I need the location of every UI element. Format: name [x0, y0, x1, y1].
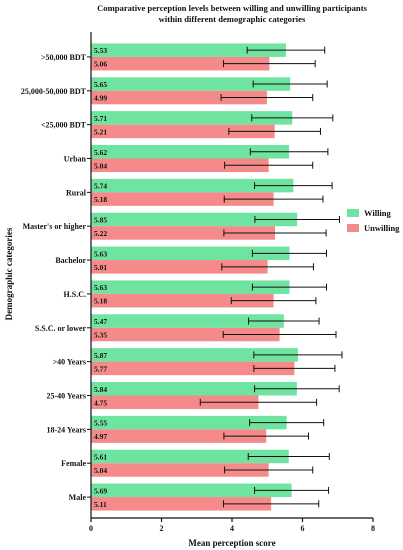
- category-label-urban: Urban: [64, 155, 87, 164]
- category-label-h-s-c: H.S.C.: [64, 290, 86, 299]
- value-label-willing-25-000-bdt: 5.71: [94, 114, 107, 123]
- category-label-40-years: >40 Years: [53, 358, 86, 367]
- bar-willing-male: [91, 483, 292, 498]
- value-label-unwilling-female: 5.04: [94, 466, 107, 475]
- value-label-willing-female: 5.61: [94, 452, 107, 461]
- category-label-25-000-50-000-bdt: 25,000-50,000 BDT: [21, 87, 87, 96]
- category-label-25-40-years: 25-40 Years: [47, 392, 86, 401]
- bar-unwilling-rural: [91, 192, 274, 206]
- bar-willing-female: [91, 449, 289, 464]
- value-label-willing-bachelor: 5.63: [94, 249, 107, 258]
- bar-unwilling-male: [91, 497, 272, 511]
- bar-unwilling-50-000-bdt: [91, 56, 270, 71]
- bar-willing-40-years: [91, 348, 298, 362]
- legend: Willing Unwilling: [347, 208, 400, 233]
- x-ticks: 0 2 4 6 8: [89, 518, 375, 533]
- legend-swatch-willing: [347, 209, 359, 217]
- value-label-unwilling-h-s-c: 5.18: [94, 297, 107, 306]
- value-label-unwilling-s-s-c-or-lower: 5.35: [94, 331, 107, 340]
- legend-label-unwilling: Unwilling: [364, 223, 400, 233]
- x-tick-label-2: 2: [160, 524, 164, 533]
- bar-willing-h-s-c: [91, 280, 290, 294]
- bar-willing-bachelor: [91, 246, 290, 261]
- category-label-master-s-or-higher: Master's or higher: [23, 222, 87, 231]
- category-label-rural: Rural: [66, 188, 87, 197]
- bar-willing-s-s-c-or-lower: [91, 314, 284, 328]
- x-tick-label-8: 8: [371, 524, 375, 533]
- bar-unwilling-master-s-or-higher: [91, 226, 276, 240]
- value-label-unwilling-bachelor: 5.01: [94, 263, 107, 272]
- category-label-male: Male: [69, 493, 87, 502]
- value-label-unwilling-rural: 5.18: [94, 195, 107, 204]
- bar-willing-18-24-years: [91, 415, 287, 430]
- value-label-willing-40-years: 5.87: [94, 351, 107, 360]
- bar-unwilling-bachelor: [91, 260, 268, 274]
- x-axis-label: Mean perception score: [188, 538, 275, 548]
- value-label-unwilling-urban: 5.04: [94, 161, 107, 170]
- value-label-willing-25-40-years: 5.84: [94, 385, 107, 394]
- legend-label-willing: Willing: [364, 208, 392, 218]
- value-label-unwilling-40-years: 5.77: [94, 364, 107, 373]
- chart-title-line-2: within different demographic categories: [159, 14, 306, 24]
- value-label-willing-h-s-c: 5.63: [94, 283, 107, 292]
- chart-title-line-1: Comparative perception levels between wi…: [97, 3, 367, 13]
- plot-area: >50,000 BDT 5.53 5.06 25,000-50,000 BDT 5.65…: [21, 43, 343, 511]
- category-label-s-s-c-or-lower: S.S.C. or lower: [35, 324, 87, 333]
- bar-unwilling-40-years: [91, 361, 295, 376]
- value-label-willing-s-s-c-or-lower: 5.47: [94, 317, 107, 326]
- bar-willing-50-000-bdt: [91, 43, 286, 57]
- value-label-willing-18-24-years: 5.55: [94, 419, 107, 428]
- value-label-unwilling-25-40-years: 4.75: [94, 398, 107, 407]
- value-label-unwilling-50-000-bdt: 5.06: [94, 60, 107, 69]
- category-label-25-000-bdt: <25,000 BDT: [41, 121, 87, 130]
- category-label-50-000-bdt: >50,000 BDT: [41, 53, 87, 62]
- x-tick-label-6: 6: [301, 524, 305, 533]
- bar-willing-25-000-bdt: [91, 111, 293, 125]
- value-label-unwilling-master-s-or-higher: 5.22: [94, 229, 107, 238]
- bar-willing-urban: [91, 145, 290, 159]
- value-label-unwilling-25-000-bdt: 5.21: [94, 127, 107, 136]
- value-label-unwilling-25-000-50-000-bdt: 4.99: [94, 94, 107, 103]
- bar-unwilling-25-000-50-000-bdt: [91, 90, 267, 105]
- x-tick-label-0: 0: [89, 524, 93, 533]
- x-tick-label-4: 4: [230, 524, 234, 533]
- bar-unwilling-25-40-years: [91, 395, 259, 409]
- category-label-female: Female: [61, 459, 86, 468]
- y-axis-label: Demographic categories: [4, 227, 14, 320]
- bar-willing-rural: [91, 178, 294, 193]
- value-label-unwilling-male: 5.11: [94, 500, 107, 509]
- value-label-willing-urban: 5.62: [94, 148, 107, 157]
- bar-unwilling-s-s-c-or-lower: [91, 327, 280, 342]
- value-label-willing-50-000-bdt: 5.53: [94, 46, 107, 55]
- value-label-willing-rural: 5.74: [94, 182, 107, 191]
- value-label-willing-male: 5.69: [94, 486, 107, 495]
- bar-willing-25-40-years: [91, 382, 297, 396]
- category-label-bachelor: Bachelor: [55, 256, 86, 265]
- bar-unwilling-h-s-c: [91, 293, 274, 308]
- category-label-18-24-years: 18-24 Years: [47, 425, 86, 434]
- value-label-willing-25-000-50-000-bdt: 5.65: [94, 80, 107, 89]
- bar-willing-25-000-50-000-bdt: [91, 77, 291, 91]
- bar-willing-master-s-or-higher: [91, 212, 298, 227]
- legend-swatch-unwilling: [347, 224, 359, 232]
- value-label-unwilling-18-24-years: 4.97: [94, 432, 107, 441]
- value-label-willing-master-s-or-higher: 5.85: [94, 215, 107, 224]
- bar-unwilling-18-24-years: [91, 429, 267, 443]
